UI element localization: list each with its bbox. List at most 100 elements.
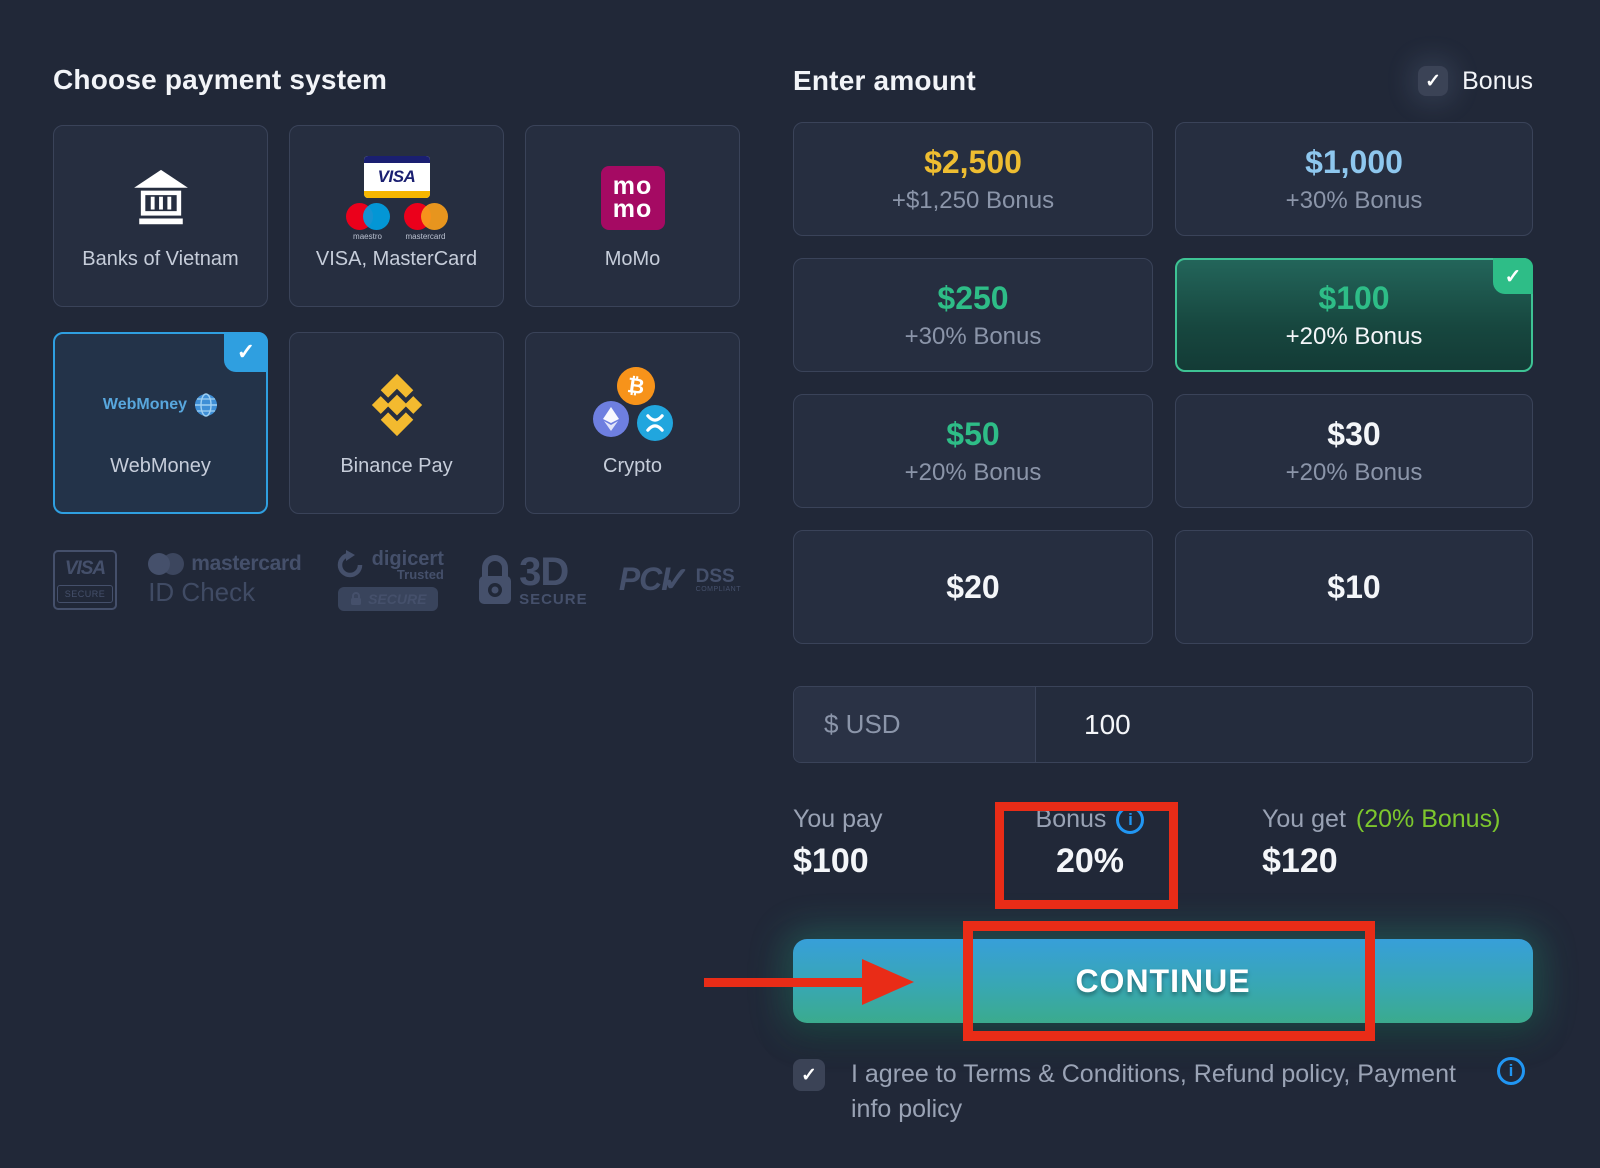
pci-check-icon: ✓	[662, 560, 691, 599]
preset-bonus: +30% Bonus	[904, 322, 1042, 350]
agreement-text: I agree to Terms & Conditions, Refund po…	[851, 1060, 1456, 1123]
preset-bonus: +20% Bonus	[1285, 322, 1423, 350]
preset-amount: $1,000	[1305, 143, 1403, 180]
threeds-secure: SECURE	[519, 591, 588, 608]
visa-badge-word: VISA	[64, 557, 106, 579]
amount-tile-10[interactable]: $10	[1175, 530, 1533, 644]
agreement-checkbox[interactable]: ✓	[793, 1059, 825, 1091]
preset-amount: $2,500	[924, 143, 1022, 180]
check-icon: ✓	[1425, 70, 1442, 92]
idcheck-badge-word: ID Check	[148, 576, 256, 607]
preset-amount: $100	[1318, 279, 1390, 316]
visa-badge-secure: SECURE	[56, 584, 114, 603]
amount-tile-100[interactable]: ✓ $100 +20% Bonus	[1175, 258, 1533, 372]
agreement-info-icon[interactable]: i	[1497, 1057, 1525, 1085]
bonus-info-icon[interactable]: i	[1116, 805, 1145, 834]
info-glyph: i	[1508, 1061, 1514, 1080]
threeds-3d: 3D	[519, 550, 569, 594]
amount-tile-20[interactable]: $20	[793, 530, 1153, 644]
summary-row: You pay $100 Bonus i 20% You get (20% Bonu…	[793, 805, 1533, 907]
selected-check-icon: ✓	[1493, 258, 1533, 294]
amount-input[interactable]: 100	[1036, 687, 1532, 762]
currency-label: $ USD	[824, 709, 901, 739]
payment-tile-label: WebMoney	[110, 455, 211, 477]
webmoney-logo-text: WebMoney	[102, 396, 188, 413]
you-get-value: $120	[1262, 842, 1338, 880]
payment-tile-label: Banks of Vietnam	[82, 248, 239, 270]
payment-tile-label: MoMo	[604, 248, 661, 270]
preset-amount: $250	[937, 279, 1009, 316]
preset-bonus: +30% Bonus	[1285, 186, 1423, 214]
preset-bonus: +20% Bonus	[1285, 458, 1423, 486]
security-badges-row: VISA SECURE mastercard ID Check digicert…	[53, 548, 741, 611]
amount-presets-grid: $2,500 +$1,250 Bonus $1,000 +30% Bonus $…	[793, 122, 1533, 644]
bonus-value: 20%	[1055, 842, 1125, 880]
preset-amount: $30	[1327, 415, 1381, 452]
payment-tile-visa-mastercard[interactable]: VISA maestro mastercard	[289, 125, 504, 307]
currency-selector[interactable]: $ USD	[794, 687, 1036, 762]
payment-tile-binance-pay[interactable]: Binance Pay	[289, 332, 504, 514]
amount-tile-2500[interactable]: $2,500 +$1,250 Bonus	[793, 122, 1153, 236]
bonus-label: Bonus	[1035, 805, 1107, 833]
pci-word: PCI	[618, 561, 670, 597]
padlock-icon	[479, 554, 512, 604]
digicert-trusted: Trusted	[396, 567, 444, 582]
payment-tile-webmoney[interactable]: ✓ WebMoney WebMoney	[53, 332, 268, 514]
you-pay-label: You pay	[793, 805, 883, 833]
momo-logo: mo mo	[600, 156, 665, 240]
payment-tile-momo[interactable]: mo mo MoMo	[525, 125, 740, 307]
payment-tile-label: VISA, MasterCard	[315, 248, 478, 270]
momo-logo-line2: mo	[612, 195, 653, 223]
payment-methods-grid: Banks of Vietnam VISA maestro	[53, 125, 741, 514]
preset-bonus: +$1,250 Bonus	[891, 186, 1055, 214]
bank-icon	[129, 156, 193, 240]
selected-check-icon: ✓	[224, 332, 268, 372]
payment-tile-crypto[interactable]: ₿ Crypto	[525, 332, 740, 514]
webmoney-logo: WebMoney	[103, 363, 218, 447]
amount-tile-1000[interactable]: $1,000 +30% Bonus	[1175, 122, 1533, 236]
payment-tile-label: Crypto	[603, 455, 662, 477]
crypto-coins-icon: ₿	[591, 363, 675, 447]
preset-amount: $20	[946, 568, 1000, 605]
mastercard-idcheck-badge: mastercard ID Check	[148, 551, 302, 608]
mastercard-label: mastercard	[405, 231, 446, 241]
bonus-checkbox[interactable]: ✓	[1418, 66, 1449, 96]
ethereum-icon	[592, 401, 629, 437]
payment-system-panel: Choose payment system Banks of Vietnam	[53, 64, 741, 611]
webmoney-globe-icon	[195, 393, 218, 417]
you-pay-value: $100	[793, 842, 869, 880]
mastercard-circles-icon	[148, 552, 185, 575]
bonus-toggle[interactable]: ✓ Bonus	[1418, 66, 1533, 96]
amount-value: 100	[1084, 708, 1131, 740]
amount-tile-30[interactable]: $30 +20% Bonus	[1175, 394, 1533, 508]
agreement-row: ✓ I agree to Terms & Conditions, Refund …	[793, 1057, 1533, 1127]
info-glyph: i	[1128, 809, 1133, 829]
bitcoin-icon: ₿	[614, 364, 657, 408]
momo-logo-line1: mo	[612, 172, 653, 200]
payment-tile-banks-vietnam[interactable]: Banks of Vietnam	[53, 125, 268, 307]
preset-bonus: +20% Bonus	[904, 458, 1042, 486]
maestro-label: maestro	[353, 231, 382, 241]
check-icon: ✓	[801, 1064, 817, 1086]
continue-button[interactable]: CONTINUE	[793, 939, 1533, 1023]
payment-panel-title: Choose payment system	[53, 64, 388, 95]
amount-tile-250[interactable]: $250 +30% Bonus	[793, 258, 1153, 372]
you-get-note: (20% Bonus)	[1355, 805, 1501, 833]
lock-icon	[351, 592, 362, 605]
preset-amount: $50	[946, 415, 1000, 452]
enter-amount-panel: Enter amount ✓ Bonus $2,500 +$1,250 Bonu…	[793, 64, 1533, 1127]
digicert-refresh-icon	[337, 550, 362, 578]
binance-logo	[360, 363, 434, 447]
bonus-toggle-label: Bonus	[1462, 66, 1533, 95]
mastercard-badge-word: mastercard	[191, 551, 302, 575]
amount-input-group: $ USD 100	[793, 686, 1533, 763]
digicert-badge: digicert Trusted SECURE	[333, 548, 444, 611]
dss-word: DSS	[695, 565, 735, 587]
amount-tile-50[interactable]: $50 +20% Bonus	[793, 394, 1153, 508]
preset-amount: $10	[1327, 568, 1381, 605]
digicert-secure: SECURE	[368, 591, 427, 607]
payment-tile-label: Binance Pay	[340, 455, 453, 477]
threeds-secure-badge: 3D SECURE	[475, 552, 588, 607]
you-get-label: You get	[1262, 805, 1346, 833]
ripple-icon	[636, 405, 673, 441]
